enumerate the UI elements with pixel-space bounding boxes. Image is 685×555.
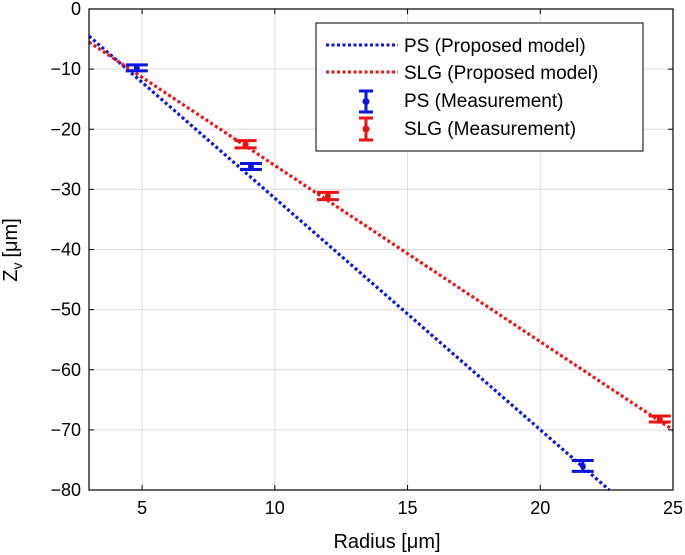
data-point-slg	[234, 139, 257, 150]
legend-label-slg-measurement: SLG (Measurement)	[404, 119, 576, 140]
point-marker	[247, 163, 254, 170]
data-point-slg	[316, 190, 339, 202]
x-axis-label: Radius [μm]	[333, 531, 440, 553]
y-axis-label-unit: [μm]	[0, 218, 22, 257]
y-axis-label-main: Z	[0, 270, 22, 282]
model-line-slg	[88, 40, 674, 432]
axis-ticks: 5 10 15 20 25 0 −10 −20 −30 −40 −50 −60 −70 −80	[50, 0, 683, 518]
y-tick-label: −70	[50, 420, 81, 440]
y-axis-label-sub: v	[9, 263, 25, 270]
x-tick-label: 15	[398, 498, 418, 518]
x-tick-label: 20	[530, 498, 550, 518]
point-marker	[133, 64, 140, 71]
y-tick-label: −40	[50, 240, 81, 260]
legend-label-slg-model: SLG (Proposed model)	[404, 63, 598, 84]
data-point-ps	[571, 459, 594, 473]
y-axis-label: Zv [μm]	[0, 218, 25, 282]
y-tick-label: −20	[50, 119, 81, 139]
legend: PS (Proposed model) SLG (Proposed model)…	[315, 22, 644, 152]
legend-label-ps-model: PS (Proposed model)	[404, 36, 586, 57]
point-marker	[324, 192, 331, 199]
measurement-points	[125, 63, 671, 473]
x-tick-label: 5	[137, 498, 147, 518]
point-marker	[579, 462, 586, 469]
point-marker	[656, 416, 663, 423]
data-point-ps	[239, 162, 262, 172]
x-tick-label: 25	[663, 498, 683, 518]
y-tick-label: −80	[50, 480, 81, 500]
model-lines	[87, 34, 674, 492]
x-tick-label: 10	[265, 498, 285, 518]
y-tick-label: −30	[50, 179, 81, 199]
y-tick-label: −60	[50, 360, 81, 380]
legend-label-ps-measurement: PS (Measurement)	[404, 91, 563, 112]
legend-swatch-slg-measurement	[359, 116, 373, 142]
y-tick-label: 0	[71, 0, 81, 19]
data-point-slg	[648, 414, 671, 424]
data-point-ps	[125, 63, 148, 73]
y-tick-label: −10	[50, 59, 81, 79]
point-marker	[242, 141, 249, 148]
legend-swatch-ps-measurement	[359, 89, 373, 114]
y-tick-label: −50	[50, 300, 81, 320]
